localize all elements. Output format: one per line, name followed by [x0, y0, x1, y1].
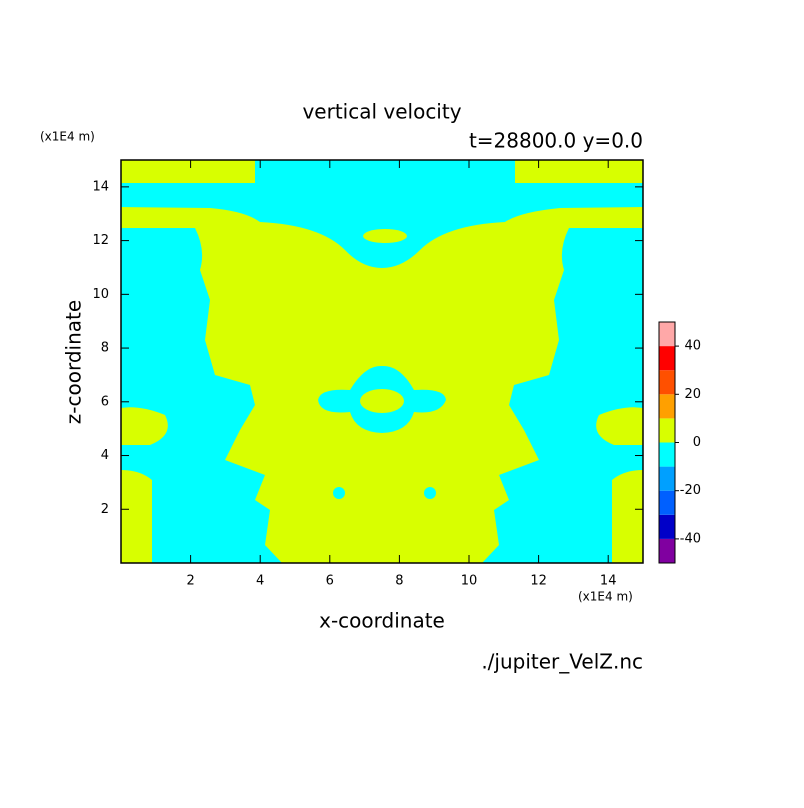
y-unit: (x1E4 m) [40, 130, 95, 144]
y-tick-label: 4 [101, 448, 109, 463]
x-tick-label: 12 [530, 574, 547, 589]
colorbar-tick-label: 40 [684, 339, 701, 354]
y-axis-label: z-coordinate [62, 300, 86, 424]
contour-field [121, 160, 643, 563]
y-tick-label: 8 [101, 341, 109, 356]
colorbar-bin [659, 322, 675, 347]
colorbar-bin [659, 490, 675, 515]
y-tick-label: 10 [92, 287, 109, 302]
contour-fill [260, 222, 505, 268]
x-tick-label: 10 [461, 574, 478, 589]
chart-title: vertical velocity [302, 100, 461, 124]
colorbar-tick-label: 0 [693, 435, 701, 450]
contour-fill [121, 228, 282, 563]
colorbar-tick-label: -40 [680, 531, 701, 546]
y-tick-label: 14 [92, 179, 109, 194]
contour-fill [121, 160, 643, 222]
x-axis-label: x-coordinate [319, 609, 445, 633]
x-tick-label: 2 [186, 574, 194, 589]
contour-fill [363, 229, 407, 243]
plot-frame [120, 159, 644, 564]
x-tick-label: 6 [326, 574, 334, 589]
source-file: ./jupiter_VelZ.nc [481, 650, 643, 674]
contour-fill [482, 228, 643, 563]
colorbar-tick-label: 20 [684, 387, 701, 402]
x-tick-label: 8 [395, 574, 403, 589]
chart-subtitle: t=28800.0 y=0.0 [469, 129, 643, 153]
x-tick-label: 4 [256, 574, 264, 589]
x-tick-label: 14 [600, 574, 617, 589]
contour-fill [360, 389, 404, 413]
y-tick-label: 2 [101, 502, 109, 517]
colorbar-bin [659, 538, 675, 563]
x-unit: (x1E4 m) [578, 590, 633, 604]
colorbar-bin [659, 466, 675, 491]
y-tick-label: 12 [92, 233, 109, 248]
colorbar-bin [659, 442, 675, 467]
colorbar-bin [659, 514, 675, 539]
colorbar-bin [659, 394, 675, 419]
y-tick-label: 6 [101, 394, 109, 409]
colorbar-bin [659, 418, 675, 443]
colorbar-bin [659, 370, 675, 395]
colorbar-bin [659, 346, 675, 371]
contour-fill [333, 487, 345, 499]
contour-fill [424, 487, 436, 499]
colorbar-tick-label: -20 [680, 483, 701, 498]
